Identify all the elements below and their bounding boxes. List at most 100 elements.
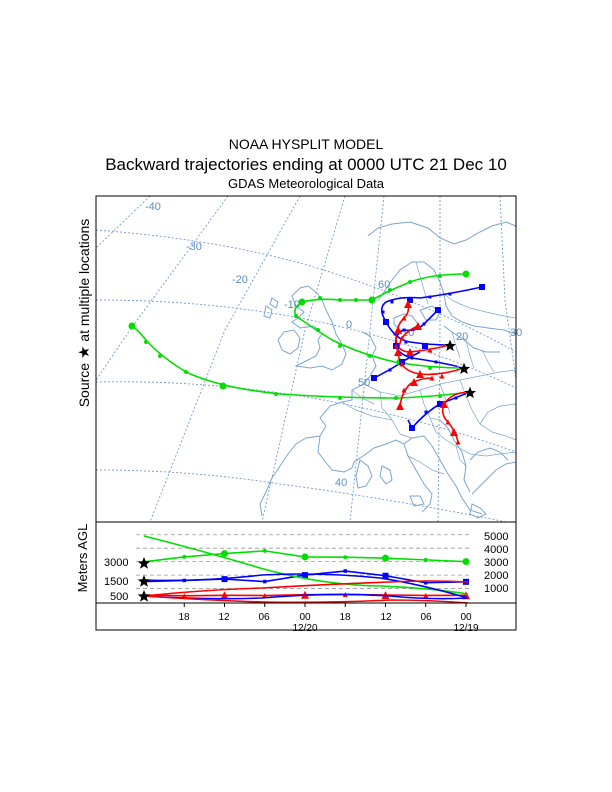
trajectory-marker-triangle bbox=[429, 375, 435, 381]
date-tick-label: 12/19 bbox=[453, 623, 478, 634]
start-height-label: 3000 bbox=[104, 557, 128, 569]
trajectory-marker-circle bbox=[388, 288, 392, 292]
trajectory-markers bbox=[128, 270, 485, 445]
trajectory-marker-square bbox=[404, 340, 408, 344]
height-trace-red-extra bbox=[143, 580, 469, 597]
trajectory-marker-square bbox=[390, 300, 394, 304]
height-axis-tick: 4000 bbox=[484, 544, 508, 556]
height-panel bbox=[136, 534, 472, 600]
trajectory-marker-triangle bbox=[399, 361, 405, 367]
trajectory-marker-triangle bbox=[416, 370, 424, 378]
graticule-label: 20 bbox=[456, 331, 468, 343]
trajectory-marker-circle bbox=[438, 394, 442, 398]
trajectory-marker-circle bbox=[318, 296, 322, 300]
trajectory-marker-square bbox=[410, 356, 414, 360]
trajectory-marker-triangle bbox=[445, 419, 451, 425]
time-tick-marks bbox=[183, 603, 467, 607]
source-star-1 bbox=[442, 338, 458, 353]
trajectory-marker-circle bbox=[354, 298, 358, 302]
trajectory-marker-square bbox=[407, 297, 413, 303]
start-star-3000 bbox=[137, 557, 151, 569]
right-axis-labels: 5000 4000 3000 2000 1000 bbox=[484, 531, 508, 595]
trajectory-low-c bbox=[399, 377, 471, 443]
trajectory-marker-circle bbox=[144, 340, 148, 344]
trajectory-marker-square bbox=[424, 410, 428, 414]
time-tick-label: 18 bbox=[178, 612, 190, 623]
graticule-label: -20 bbox=[232, 274, 248, 286]
time-tick-label: 18 bbox=[339, 612, 351, 623]
map-frame bbox=[95, 195, 517, 523]
trajectory-marker-square bbox=[479, 284, 485, 290]
trajectory-marker-square bbox=[454, 396, 458, 400]
trajectory-mid-c bbox=[373, 351, 471, 430]
map-panel bbox=[96, 196, 516, 522]
time-tick-label: 12 bbox=[218, 612, 230, 623]
trajectory-marker-square bbox=[422, 343, 428, 349]
trajectory-marker-square bbox=[388, 368, 392, 372]
time-tick-label: 12 bbox=[380, 612, 392, 623]
start-star-1500 bbox=[137, 575, 151, 587]
start-star-500 bbox=[137, 590, 151, 602]
height-point-1500 bbox=[263, 579, 267, 584]
time-tick-label: 06 bbox=[258, 612, 270, 623]
graticule-label: 0 bbox=[346, 319, 352, 331]
trajectory-marker-square bbox=[437, 401, 443, 407]
trajectory-marker-circle bbox=[316, 328, 320, 332]
graticule-labels: -40 -30 -20 -10 0 10 20 30 60 50 40 bbox=[145, 201, 522, 489]
source-stars bbox=[442, 338, 478, 400]
start-height-labels: 3000 1500 500 bbox=[104, 557, 128, 603]
height-axis-tick: 1000 bbox=[484, 583, 508, 595]
graticule-label: -30 bbox=[186, 241, 202, 253]
trajectory-marker-triangle bbox=[401, 387, 407, 393]
height-point-3000 bbox=[423, 557, 428, 562]
trajectory-marker-triangle bbox=[427, 347, 433, 353]
height-point-1500 bbox=[343, 569, 347, 573]
time-tick-labels: 18 12 06 00 18 12 06 00 12/20 12/19 bbox=[178, 612, 479, 634]
height-point-3000 bbox=[301, 553, 309, 561]
trajectory-marker-triangle bbox=[455, 439, 461, 445]
graticule-label: 60 bbox=[378, 279, 390, 291]
trajectory-marker-square bbox=[428, 295, 432, 299]
trajectory-marker-square bbox=[402, 328, 406, 332]
source-star-2 bbox=[456, 361, 472, 376]
start-height-label: 1500 bbox=[104, 576, 128, 588]
trajectory-marker-square bbox=[409, 425, 415, 431]
trajectory-mid-a bbox=[380, 286, 483, 346]
trajectory-marker-circle bbox=[368, 296, 376, 304]
trajectory-marker-circle bbox=[338, 344, 342, 348]
trajectory-marker-circle bbox=[438, 274, 442, 278]
trajectory-marker-circle bbox=[338, 298, 342, 302]
trajectory-marker-circle bbox=[462, 270, 470, 278]
trajectory-marker-triangle bbox=[410, 378, 418, 386]
trajectory-marker-circle bbox=[219, 382, 227, 390]
trajectory-marker-triangle bbox=[393, 343, 399, 349]
height-axis-tick: 2000 bbox=[484, 570, 508, 582]
trajectories bbox=[128, 270, 485, 445]
height-point-3000 bbox=[462, 558, 470, 566]
trajectory-title: Backward trajectories ending at 0000 UTC… bbox=[105, 155, 507, 174]
height-trace-blue-extra bbox=[143, 573, 469, 599]
trajectory-marker-square bbox=[371, 375, 377, 381]
trajectory-marker-circle bbox=[294, 314, 298, 318]
height-frame bbox=[95, 521, 517, 631]
height-point-1500 bbox=[424, 581, 428, 585]
trajectory-low-a bbox=[395, 303, 451, 353]
time-tick-label: 00 bbox=[299, 612, 311, 623]
data-source-title: GDAS Meteorological Data bbox=[227, 176, 385, 191]
graticule-label: -40 bbox=[145, 201, 161, 213]
trajectory-marker-triangle bbox=[439, 373, 445, 379]
trajectory-marker-circle bbox=[184, 370, 188, 374]
trajectory-marker-triangle bbox=[440, 400, 448, 408]
start-height-label: 500 bbox=[110, 591, 128, 603]
height-axis-tick: 3000 bbox=[484, 557, 508, 569]
height-point-3000 bbox=[343, 555, 348, 560]
trajectory-marker-circle bbox=[298, 298, 306, 306]
height-point-500 bbox=[423, 592, 429, 598]
trajectory-marker-circle bbox=[274, 392, 278, 396]
trajectory-marker-triangle bbox=[450, 428, 458, 436]
trajectory-high-a bbox=[131, 325, 471, 399]
trajectory-marker-circle bbox=[368, 354, 372, 358]
trajectory-marker-square bbox=[434, 360, 438, 364]
trajectory-marker-square bbox=[435, 307, 441, 313]
